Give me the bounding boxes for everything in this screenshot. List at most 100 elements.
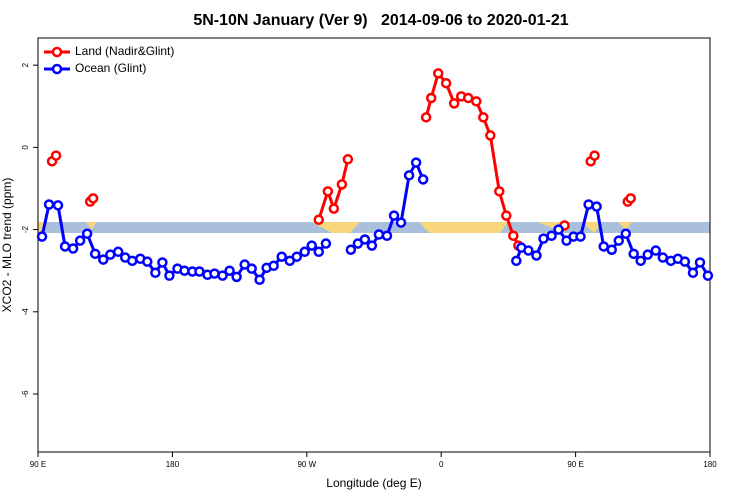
data-point	[313, 246, 324, 258]
data-point	[471, 96, 482, 107]
data-point	[687, 267, 699, 279]
data-point	[523, 245, 534, 256]
legend-label: Ocean (Glint)	[75, 61, 146, 75]
data-point	[74, 235, 86, 246]
y-tick-label: -4	[21, 308, 30, 316]
data-point	[67, 243, 79, 254]
data-point	[87, 193, 99, 204]
data-point	[142, 256, 153, 267]
data-point	[373, 229, 385, 240]
x-tick-label: 180	[703, 460, 717, 469]
land-band	[38, 222, 632, 233]
data-point	[89, 248, 101, 260]
data-point	[98, 254, 109, 265]
data-point	[194, 266, 205, 277]
data-point	[299, 246, 310, 258]
y-axis-label: XCO2 - MLO trend (ppm)	[0, 178, 14, 313]
data-point	[52, 200, 64, 211]
data-point	[478, 112, 489, 123]
data-point	[320, 238, 332, 249]
data-point	[613, 235, 625, 246]
data-point	[36, 231, 48, 242]
data-point	[702, 270, 714, 281]
data-point	[59, 241, 71, 252]
data-point	[642, 249, 653, 260]
data-point	[420, 112, 432, 123]
plot-frame	[37, 37, 711, 453]
data-point	[388, 210, 400, 221]
data-point	[410, 157, 422, 168]
data-point	[43, 199, 55, 210]
data-point	[575, 231, 586, 242]
data-point	[381, 230, 393, 241]
x-tick-label: 90 W	[297, 460, 316, 469]
data-point	[448, 98, 460, 109]
x-axis-label: Longitude (deg E)	[326, 476, 421, 490]
data-point	[50, 150, 62, 161]
x-tick-label: 0	[439, 460, 444, 469]
data-point	[417, 174, 429, 185]
data-point	[81, 228, 93, 239]
data-point	[150, 267, 161, 279]
data-point	[328, 203, 340, 214]
data-point	[508, 230, 519, 241]
data-point	[440, 77, 452, 89]
data-point	[462, 92, 474, 104]
data-point	[606, 244, 617, 255]
data-point	[494, 186, 505, 197]
data-point	[366, 240, 378, 251]
data-point	[620, 228, 632, 239]
data-point	[546, 230, 557, 241]
y-tick-label: 0	[21, 145, 30, 150]
data-point	[342, 154, 354, 165]
data-point	[157, 257, 168, 268]
data-point	[336, 179, 348, 190]
data-point	[217, 270, 228, 281]
legend-marker	[51, 63, 63, 75]
data-point	[531, 250, 542, 261]
data-point	[591, 201, 602, 212]
data-point	[485, 130, 496, 141]
data-point	[432, 68, 444, 79]
data-point	[345, 244, 357, 255]
data-point	[268, 260, 279, 272]
y-tick-label: -6	[21, 390, 30, 398]
x-tick-label: 90 E	[567, 460, 583, 469]
data-point	[306, 240, 317, 251]
data-point	[313, 214, 324, 225]
x-tick-label: 180	[166, 460, 180, 469]
data-point	[112, 246, 124, 258]
data-point	[209, 268, 220, 279]
data-point	[501, 210, 512, 221]
data-point	[511, 255, 522, 267]
y-tick-label: -2	[21, 225, 30, 233]
data-point	[276, 251, 287, 262]
data-point	[126, 255, 138, 267]
data-point	[425, 92, 437, 104]
data-point	[650, 245, 662, 256]
land-sea-band	[38, 222, 710, 233]
x-tick-label: 90 E	[30, 460, 46, 469]
data-point	[224, 265, 235, 276]
legend-marker	[51, 46, 63, 58]
ocean-band	[38, 222, 710, 233]
data-point	[291, 251, 303, 262]
data-point	[231, 271, 242, 283]
legend-label: Land (Nadir&Glint)	[75, 44, 174, 58]
data-point	[538, 233, 549, 244]
data-point	[628, 248, 639, 260]
data-point	[598, 241, 609, 252]
data-point	[395, 217, 407, 228]
data-point	[403, 170, 415, 181]
data-point	[254, 274, 265, 285]
data-point	[657, 252, 669, 263]
data-point	[322, 186, 334, 197]
data-point	[625, 193, 636, 204]
data-point	[679, 256, 691, 267]
data-point	[635, 255, 646, 267]
data-point	[694, 257, 706, 268]
data-point	[553, 224, 564, 235]
chart-title: 5N-10N January (Ver 9) 2014-09-06 to 202…	[193, 12, 568, 29]
data-point	[589, 150, 600, 161]
